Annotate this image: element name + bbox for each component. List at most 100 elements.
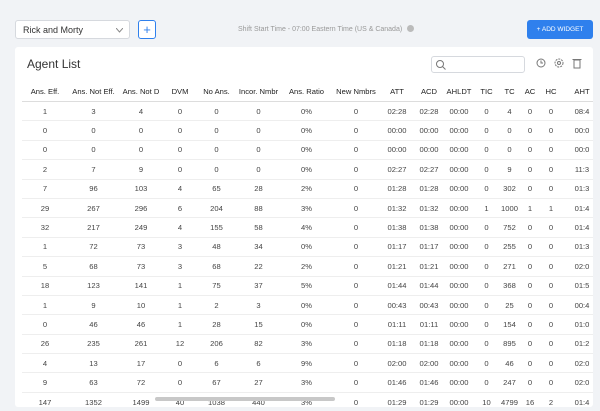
- table-cell: 0: [540, 140, 562, 161]
- table-cell: 00:00: [444, 217, 474, 238]
- table-cell: 0: [540, 314, 562, 335]
- table-cell: 0: [540, 179, 562, 199]
- table-cell: 4799: [499, 392, 520, 407]
- table-cell: 02:28: [414, 101, 444, 122]
- table-cell: 01:5: [562, 276, 593, 296]
- table-cell: 00:00: [444, 140, 474, 161]
- widget-icons: [536, 58, 582, 69]
- table-cell: 0: [540, 101, 562, 122]
- table-cell: 3%: [281, 334, 332, 355]
- add-button[interactable]: +: [138, 20, 156, 39]
- table-cell: 0: [163, 120, 197, 141]
- table-cell: 1: [163, 276, 197, 296]
- column-header: DVM: [163, 82, 197, 102]
- table-cell: 0: [499, 120, 520, 141]
- table-cell: 249: [119, 217, 163, 238]
- table-row: 29 267 296 6 204 88 3% 0 01:32 01:32 00:00 1 1000 1 1 0…: [22, 198, 593, 219]
- table-cell: 01:46: [380, 372, 414, 393]
- table-cell: 02:27: [380, 159, 414, 180]
- table-row: 32 217 249 4 155 58 4% 0 01:38 01:38 00:00 0 752 0 0 01…: [22, 217, 593, 238]
- table-cell: 01:29: [380, 392, 414, 407]
- table-cell: 0: [520, 353, 540, 374]
- table-cell: 368: [499, 276, 520, 296]
- table-cell: 00:00: [444, 392, 474, 407]
- table-cell: 0: [474, 159, 499, 180]
- table-cell: 0: [520, 372, 540, 393]
- table-row: 1 72 73 3 48 34 0% 0 01:17 01:17 00:00 0 255 0 0 01:3: [22, 237, 593, 258]
- table-cell: 1: [163, 295, 197, 316]
- table-row: 18 123 141 1 75 37 5% 0 01:44 01:44 00:00 0 368 0 0 01:…: [22, 276, 593, 296]
- table-cell: 123: [68, 276, 119, 296]
- column-header: TC: [499, 82, 520, 102]
- table-cell: 895: [499, 334, 520, 355]
- table-cell: 01:4: [562, 392, 593, 407]
- table-cell: 0: [540, 334, 562, 355]
- table-cell: 16: [520, 392, 540, 407]
- table-row: 0 0 0 0 0 0 0% 0 00:00 00:00 00:00 0 0 0 0 00:0: [22, 140, 593, 161]
- table-cell: 02:0: [562, 353, 593, 374]
- history-icon[interactable]: [536, 58, 546, 68]
- table-cell: 6: [236, 353, 281, 374]
- table-cell: 2: [197, 295, 236, 316]
- table-cell: 00:0: [562, 120, 593, 141]
- table-cell: 155: [197, 217, 236, 238]
- table-cell: 267: [68, 198, 119, 219]
- table-cell: 18: [22, 276, 68, 296]
- table-cell: 9: [22, 372, 68, 393]
- table-cell: 0: [332, 334, 380, 355]
- table-cell: 01:3: [562, 237, 593, 258]
- table-cell: 02:0: [562, 256, 593, 277]
- column-header: New Nmbrs: [332, 82, 380, 102]
- table-cell: 01:28: [380, 179, 414, 199]
- info-icon[interactable]: [407, 25, 415, 32]
- column-header: ATT: [380, 82, 414, 102]
- table-cell: 9: [68, 295, 119, 316]
- table-cell: 0: [332, 392, 380, 407]
- table-cell: 00:00: [414, 140, 444, 161]
- table-cell: 48: [197, 237, 236, 258]
- table-cell: 0: [332, 159, 380, 180]
- table-cell: 13: [68, 353, 119, 374]
- table-cell: 00:00: [380, 120, 414, 141]
- table-cell: 0%: [281, 314, 332, 335]
- table-cell: 0: [474, 334, 499, 355]
- table-cell: 9%: [281, 353, 332, 374]
- table-cell: 34: [236, 237, 281, 258]
- column-header: Ans. Not Eff.: [68, 82, 119, 102]
- scrollbar[interactable]: [155, 397, 335, 401]
- table-cell: 0: [540, 120, 562, 141]
- add-widget-button[interactable]: + ADD WIDGET: [527, 20, 593, 39]
- table-cell: 01:2: [562, 334, 593, 355]
- table-cell: 0: [119, 140, 163, 161]
- table-cell: 02:0: [562, 372, 593, 393]
- table-wrap: Ans. Eff. Ans. Not Eff. Ans. Not D DVM No An…: [22, 82, 593, 407]
- table-cell: 96: [68, 179, 119, 199]
- table-cell: 255: [499, 237, 520, 258]
- table-cell: 0: [540, 256, 562, 277]
- table-cell: 01:4: [562, 217, 593, 238]
- table-cell: 4: [499, 101, 520, 122]
- table-cell: 0: [540, 295, 562, 316]
- table-cell: 01:17: [380, 237, 414, 258]
- table-cell: 0: [332, 140, 380, 161]
- table-cell: 00:00: [444, 295, 474, 316]
- table-cell: 01:32: [380, 198, 414, 219]
- column-header: HC: [540, 82, 562, 102]
- table-cell: 00:00: [444, 334, 474, 355]
- delete-icon[interactable]: [572, 59, 582, 69]
- shift-info: Shift Start Time - 07:00 Eastern Time (U…: [238, 25, 415, 33]
- table-cell: 2%: [281, 179, 332, 199]
- table-cell: 00:00: [444, 314, 474, 335]
- table-cell: 0: [332, 372, 380, 393]
- agent-table: Ans. Eff. Ans. Not Eff. Ans. Not D DVM No An…: [22, 82, 593, 407]
- table-cell: 0: [540, 353, 562, 374]
- search-box[interactable]: [431, 56, 525, 73]
- team-select[interactable]: Rick and Morty: [15, 20, 130, 39]
- table-cell: 0: [197, 159, 236, 180]
- settings-icon[interactable]: [554, 58, 564, 68]
- widget-title: Agent List: [27, 57, 81, 71]
- table-cell: 9: [119, 159, 163, 180]
- table-cell: 3: [163, 256, 197, 277]
- table-cell: 32: [22, 217, 68, 238]
- table-cell: 0: [163, 159, 197, 180]
